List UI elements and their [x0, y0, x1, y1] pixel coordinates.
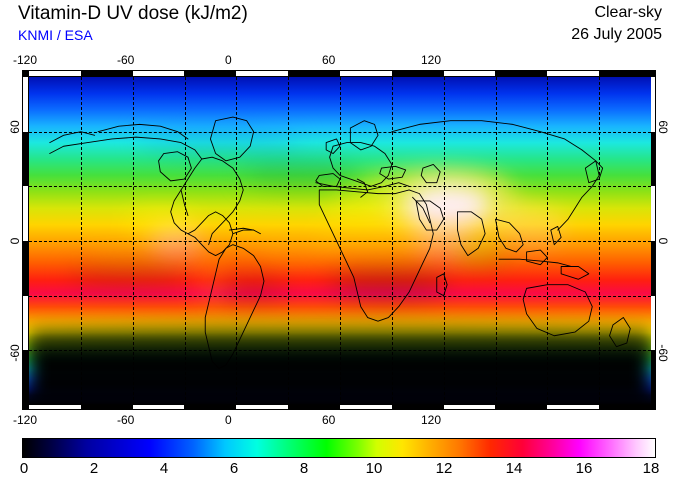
frame-tick-left-1 — [23, 77, 28, 132]
frame-tick-right-1 — [650, 77, 655, 132]
gridline-lon-30 — [391, 77, 393, 405]
axis-label-top-lon-2: -60 — [117, 53, 135, 67]
gridline-lon-minus30 — [288, 77, 290, 405]
colorbar-tick-10: 10 — [365, 460, 383, 477]
map-frame — [22, 70, 656, 410]
frame-tick-left-2 — [23, 186, 28, 241]
gridline-lon-150 — [599, 77, 601, 405]
coolspot-north-atlantic — [243, 155, 353, 189]
coolspot-amazon — [217, 273, 287, 305]
axis-label-left-lat-0: 0 — [8, 237, 22, 245]
frame-tick-top-2 — [132, 71, 185, 76]
axis-label-left-lat-60: 60 — [8, 120, 22, 134]
figure-header: Vitamin-D UV dose (kJ/m2) KNMI / ESA Cle… — [0, 0, 678, 56]
axis-label-top-lon-5: 120 — [421, 53, 442, 67]
colorbar-tick-12: 12 — [435, 460, 453, 477]
map-panel: -120 -60 0 60 120 -120 -60 0 60 120 60 0… — [8, 53, 670, 427]
frame-tick-bottom-3 — [236, 404, 289, 409]
gridline-lon-minus90 — [184, 77, 186, 405]
frame-tick-left-3 — [23, 295, 28, 351]
axis-label-bottom-lon-5: 120 — [421, 413, 442, 427]
coolspot-itcz-pacific — [69, 263, 189, 289]
frame-tick-top-4 — [340, 71, 392, 76]
date-label: 26 July 2005 — [571, 26, 662, 43]
colorbar-tick-8: 8 — [299, 460, 309, 477]
colorbar-tick-6: 6 — [229, 460, 239, 477]
hotspot-china-east — [499, 205, 565, 249]
frame-tick-top-1 — [29, 71, 81, 76]
institute-credit: KNMI / ESA — [18, 27, 93, 43]
colorbar-tick-4: 4 — [159, 460, 169, 477]
colorbar-tick-2: 2 — [89, 460, 99, 477]
uv-dose-heatmap — [29, 77, 651, 405]
colorbar-gradient — [22, 438, 656, 458]
axis-label-right-lat-minus60: -60 — [656, 344, 670, 362]
gridline-lon-90 — [495, 77, 497, 405]
frame-tick-bottom-4 — [340, 404, 392, 409]
gridline-lon-minus60 — [236, 77, 238, 405]
colorbar-tick-18: 18 — [642, 460, 660, 477]
frame-tick-top-5 — [443, 71, 496, 76]
axis-label-bottom-lon-1: -120 — [13, 413, 38, 427]
frame-tick-top-6 — [547, 71, 600, 76]
colorbar-tick-14: 14 — [505, 460, 523, 477]
gridline-lon-120 — [547, 77, 549, 405]
frame-tick-right-2 — [650, 186, 655, 241]
coolspot-arctic — [139, 123, 299, 155]
frame-tick-bottom-2 — [132, 404, 185, 409]
page-title: Vitamin-D UV dose (kJ/m2) — [18, 3, 248, 24]
gridline-lon-0 — [340, 77, 341, 405]
hotspot-atlantic — [257, 235, 337, 267]
frame-tick-right-3 — [650, 295, 655, 351]
frame-tick-bottom-6 — [547, 404, 600, 409]
colorbar-tick-0: 0 — [19, 460, 29, 477]
frame-tick-bottom-5 — [443, 404, 496, 409]
axis-label-bottom-lon-2: -60 — [117, 413, 135, 427]
axis-label-right-lat-60: 60 — [656, 120, 670, 134]
axis-label-top-lon-4: 60 — [322, 53, 336, 67]
axis-label-bottom-lon-4: 60 — [322, 413, 336, 427]
colorbar-panel: 0 2 4 6 8 10 12 14 16 18 — [19, 438, 659, 478]
gridline-lon-minus120 — [132, 77, 134, 405]
coolspot-india-monsoon — [453, 243, 509, 271]
axis-label-right-lat-0: 0 — [656, 237, 670, 245]
axis-label-top-lon-1: -120 — [13, 53, 38, 67]
axis-label-bottom-lon-3: 0 — [225, 413, 232, 427]
sky-condition-label: Clear-sky — [594, 4, 662, 21]
axis-label-left-lat-minus60: -60 — [8, 344, 22, 362]
axis-label-top-lon-3: 0 — [225, 53, 232, 67]
frame-tick-top-3 — [236, 71, 289, 76]
frame-tick-bottom-1 — [29, 404, 81, 409]
colorbar-tick-16: 16 — [575, 460, 593, 477]
gridline-lon-minus150 — [80, 77, 82, 405]
gridline-lon-60 — [443, 77, 445, 405]
